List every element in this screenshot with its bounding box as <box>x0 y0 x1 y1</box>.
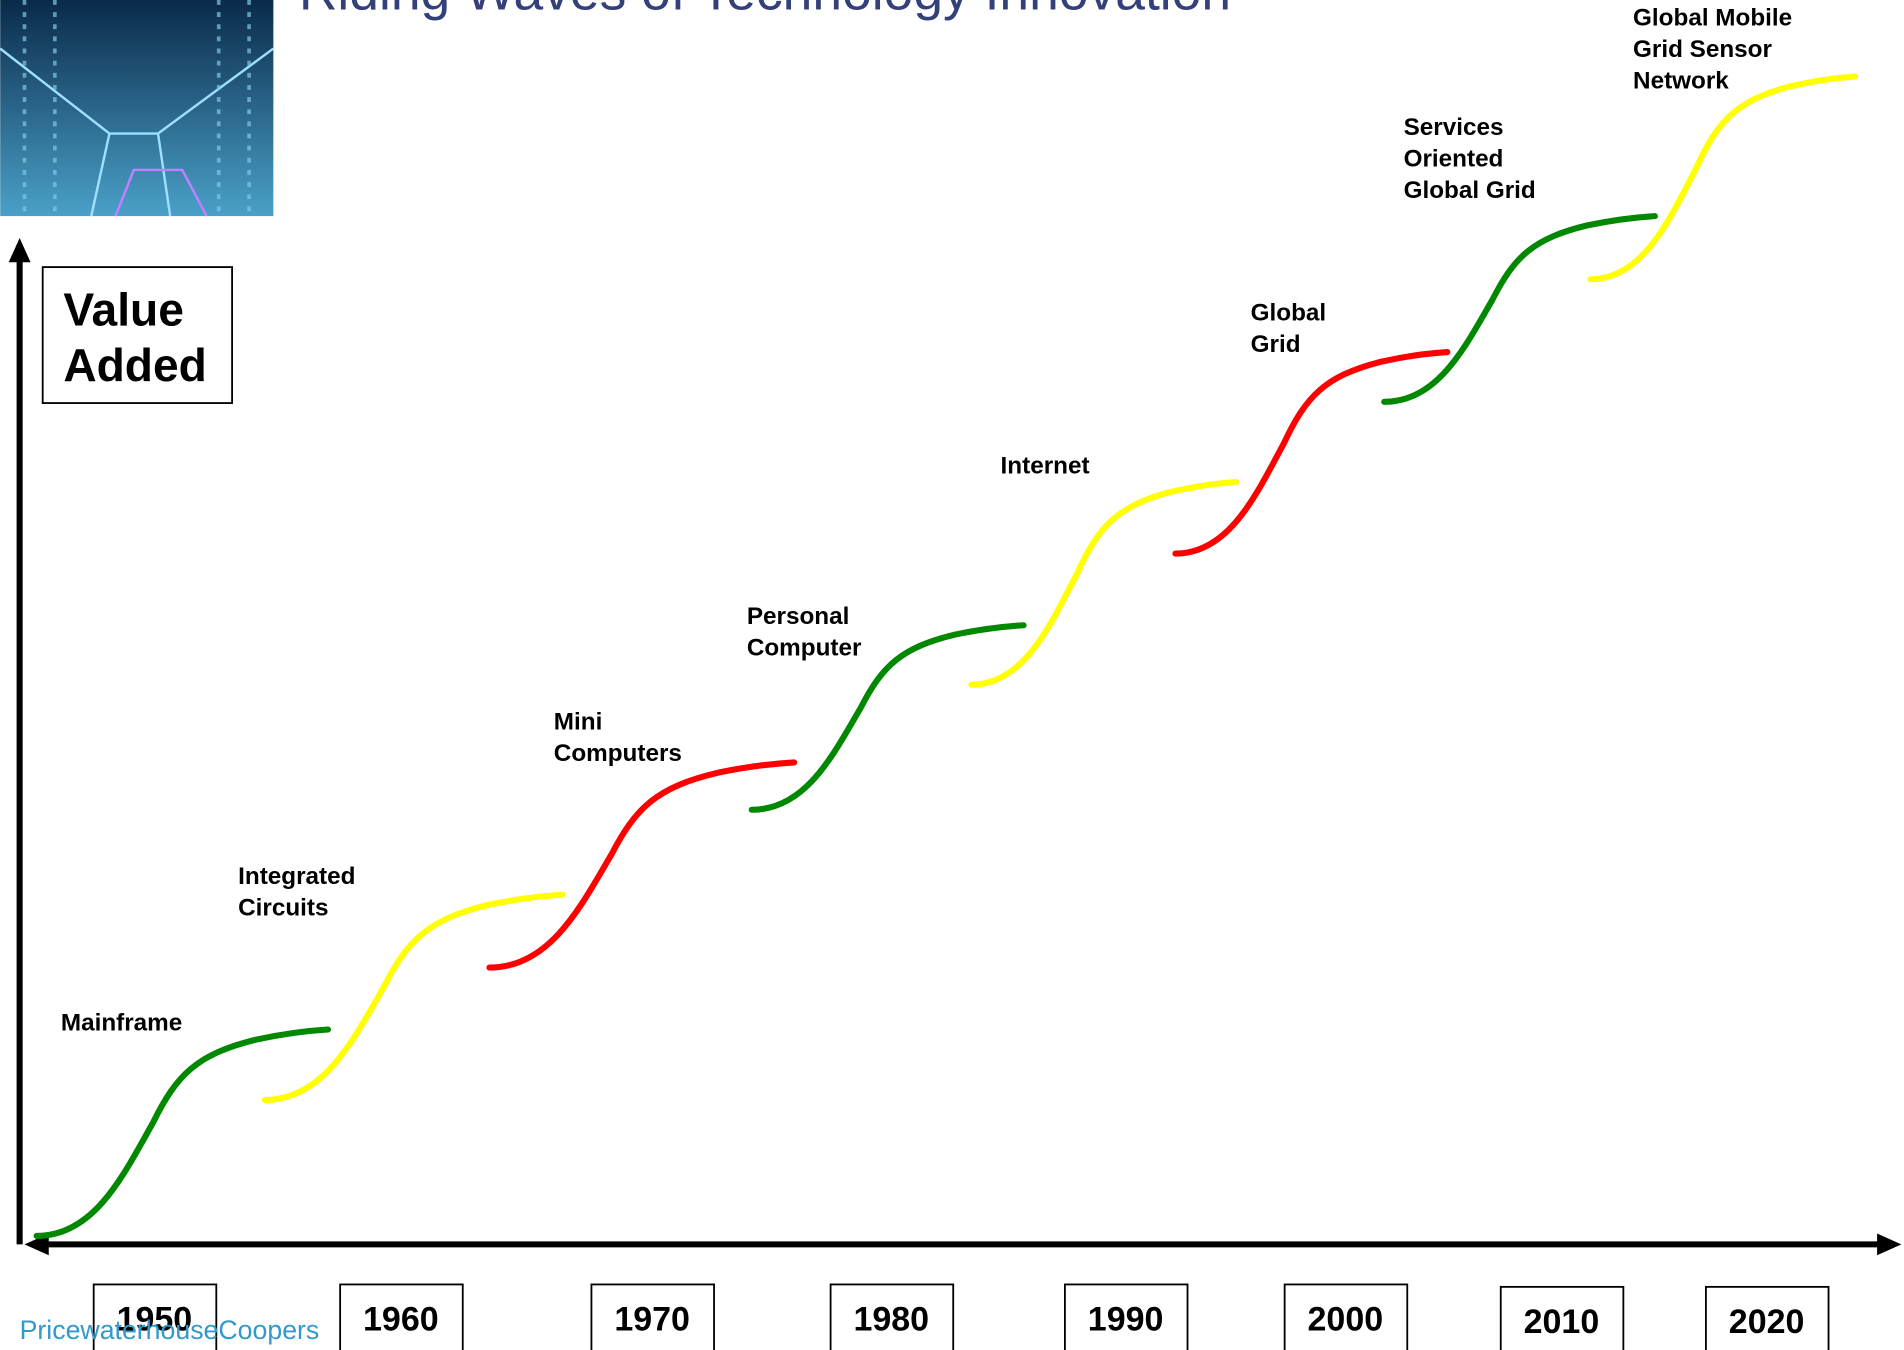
slide: Riding Waves of Technology Innovation Va… <box>0 0 1904 1350</box>
wave-label: Network <box>1633 68 1729 95</box>
wave-curve <box>265 895 562 1100</box>
wave-curve <box>1175 352 1447 554</box>
wave-label: Integrated <box>238 863 355 890</box>
year-label: 2020 <box>1729 1303 1805 1341</box>
wave-label: Global Mobile <box>1633 4 1792 31</box>
wave-label: Internet <box>1001 452 1090 479</box>
wave-label: Computer <box>747 635 862 662</box>
wave-label: Global <box>1251 300 1326 327</box>
wave-curve <box>37 1029 328 1235</box>
axes <box>9 238 1902 1255</box>
wave-curve <box>1591 76 1856 279</box>
page: Riding Waves of Technology Innovation Va… <box>0 0 1904 1350</box>
wave-label: Mainframe <box>61 1010 182 1037</box>
wave-label: Computers <box>554 740 682 767</box>
y-axis-label: Added <box>63 339 207 391</box>
year-label: 2000 <box>1308 1301 1384 1339</box>
wave-label: Mini <box>554 709 603 736</box>
title: Riding Waves of Technology Innovation <box>299 0 1231 22</box>
header-image <box>0 0 273 216</box>
footer: PricewaterhouseCoopers <box>20 1315 320 1345</box>
year-label: 1980 <box>853 1301 929 1339</box>
wave-label: Grid Sensor <box>1633 36 1772 63</box>
year-label: 1970 <box>614 1301 690 1339</box>
year-label: 2010 <box>1524 1303 1600 1341</box>
y-axis-label: Value <box>63 283 184 335</box>
wave-label: Global Grid <box>1404 177 1536 204</box>
wave-label: Circuits <box>238 894 328 921</box>
year-label: 1960 <box>363 1301 439 1339</box>
wave-curve <box>971 482 1236 685</box>
wave-label: Grid <box>1251 331 1301 358</box>
wave-curve <box>1384 216 1655 402</box>
wave-label: Oriented <box>1404 145 1504 172</box>
wave-label: Services <box>1404 114 1504 141</box>
wave-label: Personal <box>747 603 850 630</box>
year-label: 1990 <box>1088 1301 1164 1339</box>
wave-curve <box>489 762 794 967</box>
